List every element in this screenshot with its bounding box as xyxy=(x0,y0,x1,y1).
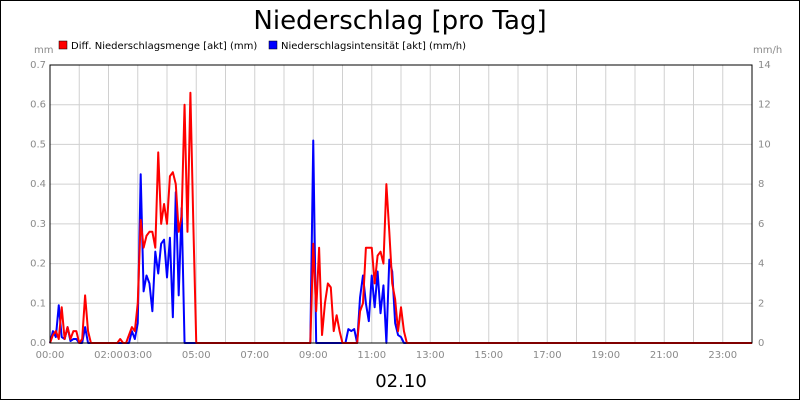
x-tick-label: 07:00 xyxy=(240,350,269,361)
y-axis-left-ticks: 0.0 0.1 0.2 0.3 0.4 0.5 0.6 0.7 xyxy=(30,60,46,349)
x-tick-label: 02:00 xyxy=(94,350,123,361)
series-line-menge xyxy=(49,91,752,344)
y-tick-left-label: 0.1 xyxy=(30,298,46,309)
y-tick-left-label: 0.3 xyxy=(30,219,46,230)
plot-area-border xyxy=(49,64,753,344)
legend-swatch-intensitaet xyxy=(268,40,278,50)
x-axis-label: 02.10 xyxy=(375,371,427,392)
y-tick-right-label: 2 xyxy=(758,298,764,309)
chart-title: Niederschlag [pro Tag] xyxy=(253,6,546,36)
y-tick-left-label: 0.7 xyxy=(30,60,46,71)
x-tick-label: 03:00 xyxy=(123,350,152,361)
x-tick-label: 21:00 xyxy=(650,350,679,361)
y-tick-left-label: 0.4 xyxy=(30,179,46,190)
x-tick-label: 23:00 xyxy=(708,350,737,361)
x-axis-ticks: 00:00 02:00 03:00 05:00 07:00 09:00 11:00 13:00… xyxy=(36,350,738,361)
y-tick-right-label: 10 xyxy=(758,139,771,150)
x-tick-label: 11:00 xyxy=(357,350,386,361)
y-axis-right-unit: mm/h xyxy=(753,45,782,56)
x-tick-label: 17:00 xyxy=(533,350,562,361)
x-tick-label: 09:00 xyxy=(299,350,328,361)
legend-swatch-menge xyxy=(58,40,68,50)
y-axis-left-unit: mm xyxy=(34,45,53,56)
y-tick-right-label: 0 xyxy=(758,338,764,349)
y-tick-left-label: 0.0 xyxy=(30,338,46,349)
y-tick-right-label: 8 xyxy=(758,179,764,190)
x-tick-label: 00:00 xyxy=(36,350,65,361)
grid-lines xyxy=(50,65,752,343)
y-tick-right-label: 14 xyxy=(758,60,771,71)
y-tick-left-label: 0.5 xyxy=(30,139,46,150)
x-tick-label: 15:00 xyxy=(474,350,503,361)
x-tick-label: 19:00 xyxy=(591,350,620,361)
x-tick-label: 13:00 xyxy=(416,350,445,361)
y-tick-right-label: 4 xyxy=(758,259,764,270)
legend: Diff. Niederschlagsmenge [akt] (mm) Nied… xyxy=(58,40,466,52)
x-tick-label: 05:00 xyxy=(182,350,211,361)
y-tick-right-label: 6 xyxy=(758,219,764,230)
y-tick-left-label: 0.2 xyxy=(30,259,46,270)
y-axis-right-ticks: 0 2 4 6 8 10 12 14 xyxy=(758,60,771,349)
y-tick-left-label: 0.6 xyxy=(30,100,46,111)
y-tick-right-label: 12 xyxy=(758,100,771,111)
legend-label-menge: Diff. Niederschlagsmenge [akt] (mm) xyxy=(71,41,257,52)
legend-label-intensitaet: Niederschlagsintensität [akt] (mm/h) xyxy=(281,41,466,52)
